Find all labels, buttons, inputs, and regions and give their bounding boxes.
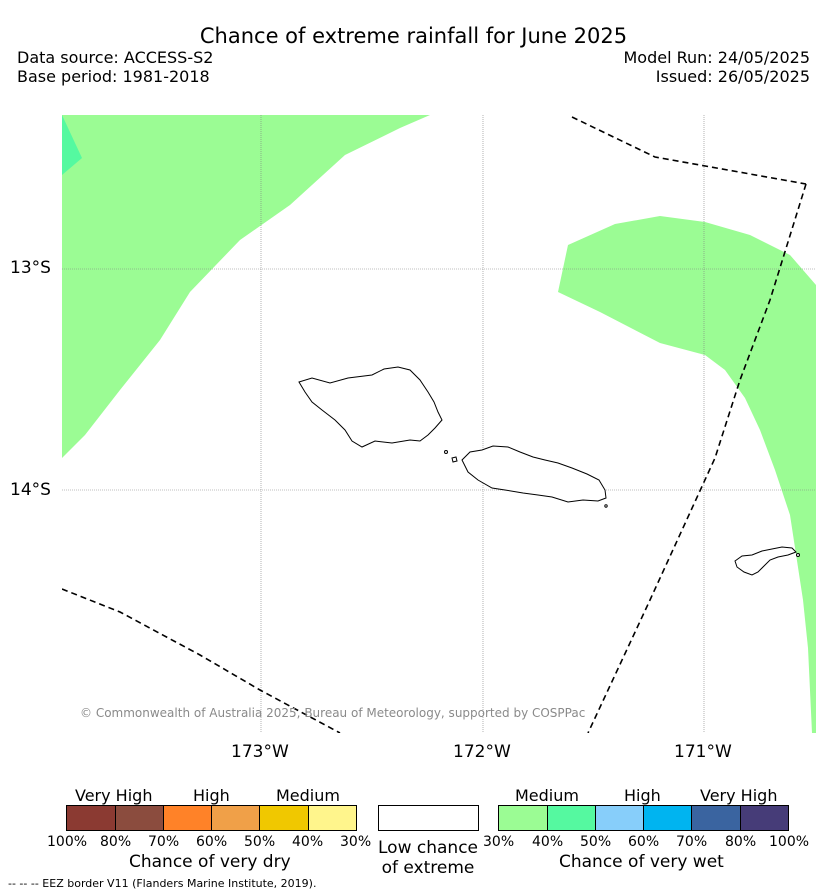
map-title: Chance of extreme rainfall for June 2025 [199,24,628,48]
eez-border-east [587,183,807,733]
wet-swatch-30-40 [498,805,548,831]
eez-border-north [571,116,807,185]
dry-swatch-60-50 [211,805,260,831]
metadata-right: Model Run: 24/05/2025 Issued: 26/05/2025 [624,48,811,86]
dry-high-label: High [193,786,230,805]
wet-medium-label: Medium [515,786,579,805]
dry-swatch-50-40 [259,805,309,831]
eez-borders [62,116,807,733]
issued-text: Issued: 26/05/2025 [655,67,810,86]
wet-swatch-70-80 [691,805,741,831]
copyright-notice: © Commonwealth of Australia 2025, Bureau… [80,706,586,720]
eez-footnote: -- -- -- EEZ border V11 (Flanders Marine… [8,877,317,890]
model-run-text: Model Run: 24/05/2025 [623,48,811,67]
dry-medium-label: Medium [276,786,340,805]
wet-high-label: High [624,786,661,805]
dry-tick-60: 60% [196,834,228,850]
dry-tick-30: 30% [340,834,372,850]
dry-very-high-label: Very High [75,786,153,805]
lon-label-171w: 171°W [674,742,732,762]
dry-swatch-40-30 [308,805,357,831]
wet-swatch-80-100 [740,805,789,831]
dry-swatch-80-70 [115,805,164,831]
islet-east-upolu [604,504,608,508]
dry-tick-70: 70% [148,834,180,850]
wet-tick-60: 60% [628,834,660,850]
dry-swatch-100-80 [66,805,116,831]
wet-tick-70: 70% [676,834,708,850]
islands [298,366,800,576]
wet-medium-area-east [558,216,816,733]
data-source-text: Data source: ACCESS-S2 [17,48,214,67]
wet-tick-50: 50% [580,834,612,850]
dry-tick-50: 50% [244,834,276,850]
graticule [62,115,816,733]
wet-tick-40: 40% [532,834,564,850]
base-period-text: Base period: 1981-2018 [17,67,210,86]
lon-label-172w: 172°W [453,742,511,762]
lon-label-173w: 173°W [231,742,289,762]
dry-tick-80: 80% [100,834,132,850]
island-aunuu [796,553,800,557]
wet-high-area-west [62,115,82,175]
island-upolu [461,445,607,503]
wet-legend-title: Chance of very wet [559,852,724,872]
wet-medium-area-west [62,115,430,458]
low-chance-label: Low chance of extreme [378,838,478,878]
dry-tick-100: 100% [47,834,88,850]
dry-swatch-70-60 [163,805,212,831]
metadata-left: Data source: ACCESS-S2 Base period: 1981… [17,48,213,86]
eez-border-southwest [62,588,341,733]
wet-swatch-40-50 [547,805,596,831]
lat-label-14s: 14°S [10,480,51,500]
lat-label-13s: 13°S [10,258,51,278]
wet-tick-80: 80% [725,834,757,850]
island-manono [451,456,458,463]
island-apolima [444,450,448,454]
dry-tick-40: 40% [292,834,324,850]
dry-legend-title: Chance of very dry [129,852,291,872]
island-savaii [298,366,443,448]
island-tutuila [734,546,797,576]
wet-swatch-60-70 [643,805,692,831]
wet-very-high-label: Very High [700,786,778,805]
wet-swatch-50-60 [595,805,644,831]
wet-tick-100: 100% [769,834,810,850]
low-chance-swatch [378,805,479,831]
wet-tick-30: 30% [483,834,515,850]
